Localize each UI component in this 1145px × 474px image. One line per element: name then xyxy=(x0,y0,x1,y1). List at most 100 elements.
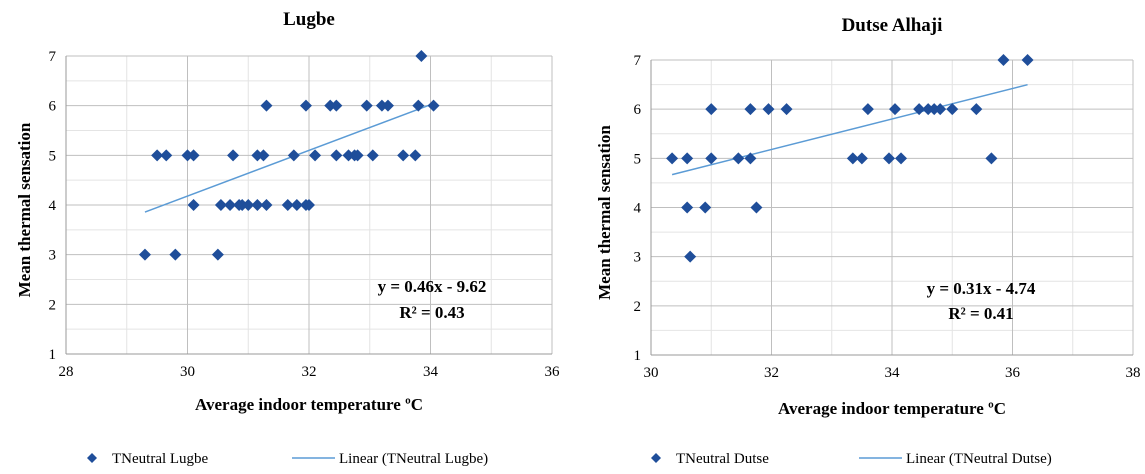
trendline-r-squared: R² = 0.43 xyxy=(399,303,464,322)
data-point-marker xyxy=(330,99,343,112)
data-point-marker xyxy=(242,199,255,211)
data-point-marker xyxy=(290,199,303,211)
x-tick-label: 34 xyxy=(423,364,439,380)
y-tick-label: 5 xyxy=(634,151,642,167)
chart-title: Lugbe xyxy=(283,9,335,30)
data-point-marker xyxy=(861,103,874,116)
data-point-marker xyxy=(257,149,270,162)
x-axis-title: Average indoor temperature ºC xyxy=(195,395,423,414)
data-point-marker xyxy=(970,103,983,116)
data-point-marker xyxy=(260,199,273,211)
data-point-marker xyxy=(684,250,697,263)
y-tick-label: 1 xyxy=(634,348,642,364)
y-tick-label: 5 xyxy=(49,148,57,164)
data-point-marker xyxy=(303,199,315,211)
chart-title: Dutse Alhaji xyxy=(842,15,943,36)
y-tick-label: 6 xyxy=(634,102,642,118)
data-point-marker xyxy=(412,99,425,112)
data-point-marker xyxy=(397,149,410,162)
data-point-marker xyxy=(138,248,151,261)
data-point-marker xyxy=(236,199,249,211)
legend-marker-diamond xyxy=(651,453,661,463)
data-point-marker xyxy=(181,149,194,162)
data-point-marker xyxy=(705,103,718,116)
data-point-marker xyxy=(299,99,312,112)
y-tick-label: 7 xyxy=(634,53,642,69)
data-point-marker xyxy=(187,149,200,162)
data-point-marker xyxy=(934,103,947,116)
trendline-equation: y = 0.31x - 4.74 xyxy=(927,279,1036,298)
data-point-marker xyxy=(227,149,240,162)
legend-label-trendline: Linear (TNeutral Dutse) xyxy=(906,451,1052,467)
y-tick-label: 3 xyxy=(49,248,57,264)
data-point-marker xyxy=(889,103,902,116)
data-point-marker xyxy=(732,152,745,165)
x-axis-title: Average indoor temperature ºC xyxy=(778,399,1006,418)
data-point-marker xyxy=(427,99,440,112)
data-point-marker xyxy=(913,103,926,116)
legend-marker-diamond xyxy=(87,453,97,463)
trendline-r-squared: R² = 0.41 xyxy=(948,304,1013,323)
x-tick-label: 32 xyxy=(302,364,317,380)
data-point-marker xyxy=(360,99,373,112)
data-point-marker xyxy=(169,248,182,261)
data-point-marker xyxy=(211,248,224,261)
data-point-marker xyxy=(882,152,895,165)
data-point-marker xyxy=(251,149,264,162)
data-point-marker xyxy=(855,152,868,165)
data-point-marker xyxy=(705,152,718,165)
x-tick-label: 36 xyxy=(1005,365,1021,381)
data-point-marker xyxy=(375,99,388,112)
data-point-marker xyxy=(780,103,793,116)
data-point-marker xyxy=(251,199,264,211)
data-point-marker xyxy=(699,201,712,214)
data-point-marker xyxy=(260,99,273,112)
x-tick-label: 34 xyxy=(885,365,901,381)
legend-label-trendline: Linear (TNeutral Lugbe) xyxy=(339,451,488,467)
legend-label-series: TNeutral Dutse xyxy=(676,451,769,467)
data-point-marker xyxy=(1021,54,1034,66)
data-point-marker xyxy=(928,103,941,116)
y-tick-label: 4 xyxy=(49,198,57,214)
trendline xyxy=(144,102,434,213)
y-tick-label: 1 xyxy=(49,347,57,363)
trendline xyxy=(671,83,1028,176)
data-point-marker xyxy=(681,201,694,214)
y-axis-title: Mean thermal sensation xyxy=(595,125,614,300)
x-tick-label: 38 xyxy=(1126,365,1141,381)
data-point-marker xyxy=(187,199,200,211)
data-point-marker xyxy=(281,199,294,211)
chart-dutse-alhaji: 30 32 34 36 38 1 2 3 4 5 6 7 Dutse Alhaji Average ind… xyxy=(573,0,1145,474)
data-point-marker xyxy=(750,201,763,214)
data-point-marker xyxy=(922,103,935,116)
data-point-marker xyxy=(309,149,322,162)
data-point-marker xyxy=(151,149,164,162)
data-point-marker xyxy=(895,152,908,165)
data-point-marker xyxy=(330,149,343,162)
data-point-marker xyxy=(366,149,379,162)
data-point-marker xyxy=(997,54,1010,66)
y-axis-title: Mean thermal sensation xyxy=(15,122,34,297)
x-tick-label: 30 xyxy=(644,365,659,381)
data-point-marker xyxy=(324,99,337,112)
data-point-marker xyxy=(946,103,959,116)
y-tick-label: 6 xyxy=(49,99,57,115)
y-tick-label: 7 xyxy=(49,49,57,65)
data-point-marker xyxy=(846,152,859,165)
data-point-marker xyxy=(409,149,422,162)
data-point-marker xyxy=(744,103,757,116)
data-point-marker xyxy=(415,50,428,62)
data-point-marker xyxy=(744,152,757,165)
data-point-marker xyxy=(381,99,394,112)
data-point-marker xyxy=(762,103,775,116)
x-tick-label: 36 xyxy=(545,364,561,380)
data-point-marker xyxy=(214,199,227,211)
data-point-marker xyxy=(160,149,173,162)
data-point-marker xyxy=(351,149,364,162)
data-point-marker xyxy=(666,152,679,165)
data-point-marker xyxy=(342,149,355,162)
y-tick-label: 2 xyxy=(49,297,57,313)
chart-lugbe: 28 30 32 34 36 1 2 3 4 5 6 7 Lugbe Average indoor tem… xyxy=(0,0,572,474)
